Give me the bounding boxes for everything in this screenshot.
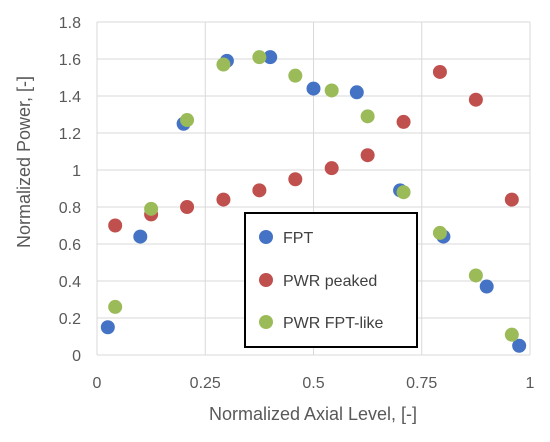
point-pwr-peaked bbox=[468, 92, 483, 107]
point-pwr-peaked bbox=[504, 192, 519, 207]
point-pwr-peaked bbox=[252, 183, 267, 198]
point-pwr-fpt-like bbox=[252, 50, 267, 65]
point-fpt bbox=[306, 81, 321, 96]
point-pwr-peaked bbox=[288, 172, 303, 187]
x-tick-label: 0.25 bbox=[190, 375, 221, 392]
point-pwr-fpt-like bbox=[432, 225, 447, 240]
y-tick-label: 0 bbox=[72, 348, 81, 365]
x-axis-tick-labels: 0 0.25 0.5 0.75 1 bbox=[93, 375, 535, 392]
y-tick-label: 1.8 bbox=[59, 15, 81, 32]
point-pwr-fpt-like bbox=[288, 68, 303, 83]
y-tick-label: 1 bbox=[72, 163, 81, 180]
point-pwr-fpt-like bbox=[468, 268, 483, 283]
point-pwr-fpt-like bbox=[108, 299, 123, 314]
y-tick-label: 1.2 bbox=[59, 126, 81, 143]
x-tick-label: 0.5 bbox=[302, 375, 324, 392]
point-pwr-fpt-like bbox=[180, 113, 195, 128]
point-pwr-fpt-like bbox=[324, 83, 339, 98]
point-fpt bbox=[479, 279, 494, 294]
legend-label-pwr-peaked: PWR peaked bbox=[283, 273, 377, 290]
point-pwr-peaked bbox=[432, 64, 447, 79]
legend: FPT PWR peaked PWR FPT-like bbox=[244, 212, 418, 348]
point-pwr-peaked bbox=[108, 218, 123, 233]
point-pwr-fpt-like bbox=[360, 109, 375, 124]
x-axis-title: Normalized Axial Level, [-] bbox=[209, 404, 417, 424]
y-tick-label: 1.6 bbox=[59, 52, 81, 69]
point-pwr-peaked bbox=[360, 148, 375, 163]
y-tick-label: 0.8 bbox=[59, 200, 81, 217]
point-pwr-peaked bbox=[180, 200, 195, 214]
y-axis-title: Normalized Power, [-] bbox=[14, 76, 34, 248]
x-tick-label: 0.75 bbox=[406, 375, 437, 392]
point-pwr-peaked bbox=[396, 114, 411, 129]
point-fpt bbox=[263, 50, 278, 65]
point-fpt bbox=[133, 229, 148, 244]
point-fpt bbox=[349, 85, 364, 100]
y-axis-tick-labels: 0 0.2 0.4 0.6 0.8 1 1.2 1.4 1.6 1.8 bbox=[59, 15, 81, 365]
legend-label-pwr-fpt-like: PWR FPT-like bbox=[283, 315, 384, 332]
legend-label-fpt: FPT bbox=[283, 230, 313, 247]
y-tick-label: 0.6 bbox=[59, 237, 81, 254]
legend-box bbox=[244, 212, 418, 348]
point-pwr-peaked bbox=[216, 192, 231, 207]
point-pwr-peaked bbox=[324, 161, 339, 176]
x-tick-label: 0 bbox=[93, 375, 102, 392]
legend-marker-pwr-peaked bbox=[259, 273, 273, 287]
x-tick-label: 1 bbox=[526, 375, 535, 392]
point-pwr-fpt-like bbox=[504, 327, 519, 342]
point-pwr-fpt-like bbox=[216, 57, 231, 72]
data-points bbox=[100, 50, 527, 353]
legend-marker-fpt bbox=[259, 230, 273, 244]
y-tick-label: 1.4 bbox=[59, 89, 81, 106]
point-fpt bbox=[512, 338, 527, 353]
point-pwr-fpt-like bbox=[144, 201, 159, 216]
y-tick-label: 0.4 bbox=[59, 274, 81, 291]
point-pwr-fpt-like bbox=[396, 185, 411, 200]
point-fpt bbox=[100, 320, 115, 335]
y-tick-label: 0.2 bbox=[59, 311, 81, 328]
legend-marker-pwr-fpt-like bbox=[259, 315, 273, 329]
